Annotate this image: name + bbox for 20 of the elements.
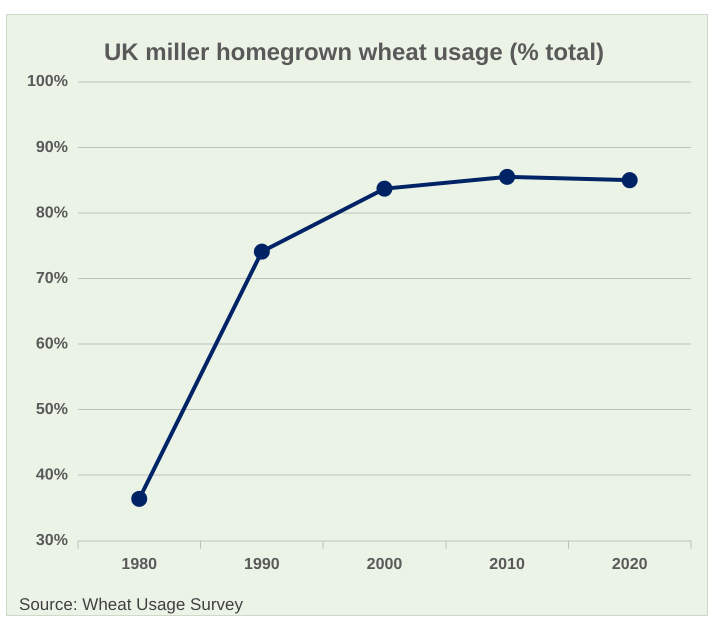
x-tick-label: 2020 xyxy=(612,556,648,573)
point xyxy=(254,244,270,260)
x-tick-label: 2000 xyxy=(366,556,402,573)
y-tick-label: 60% xyxy=(36,335,68,352)
y-tick-label: 50% xyxy=(36,401,68,418)
point xyxy=(376,180,392,197)
x-tick-label: 1980 xyxy=(121,556,158,573)
source-note: Source: Wheat Usage Survey xyxy=(19,595,243,615)
y-tick-label: 90% xyxy=(36,138,68,156)
point xyxy=(622,172,638,188)
y-tick-label: 80% xyxy=(36,204,68,222)
point xyxy=(131,490,148,507)
y-tick-label: 30% xyxy=(36,532,68,550)
y-tick-label: 100% xyxy=(27,73,68,90)
y-tick-label: 40% xyxy=(36,466,68,484)
chart-title: UK miller homegrown wheat usage (% total) xyxy=(104,39,604,66)
x-tick-label: 1990 xyxy=(244,556,280,573)
y-tick-label: 70% xyxy=(36,270,68,287)
point xyxy=(499,168,516,185)
x-tick-label: 2010 xyxy=(489,556,525,573)
